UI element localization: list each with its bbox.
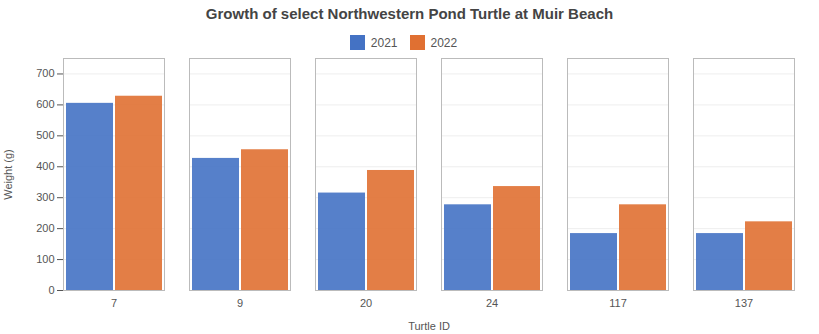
svg-text:137: 137 bbox=[735, 297, 753, 309]
svg-text:24: 24 bbox=[486, 297, 498, 309]
svg-text:700: 700 bbox=[36, 67, 54, 79]
svg-text:200: 200 bbox=[36, 222, 54, 234]
svg-text:600: 600 bbox=[36, 98, 54, 110]
svg-text:400: 400 bbox=[36, 160, 54, 172]
svg-text:9: 9 bbox=[237, 297, 243, 309]
svg-text:500: 500 bbox=[36, 129, 54, 141]
svg-text:100: 100 bbox=[36, 253, 54, 265]
svg-text:0: 0 bbox=[48, 284, 54, 296]
html-text:2021: 2021 bbox=[370, 35, 398, 50]
svg-text:117: 117 bbox=[609, 297, 627, 309]
html-text:Growth of select Northwestern: Growth of select Northwestern Pond Turtl… bbox=[205, 5, 614, 22]
html-text:2022: 2022 bbox=[430, 35, 458, 50]
svg-text:Turtle ID: Turtle ID bbox=[408, 320, 450, 332]
svg-text:20: 20 bbox=[360, 297, 372, 309]
svg-text:7: 7 bbox=[111, 297, 117, 309]
svg-text:300: 300 bbox=[36, 191, 54, 203]
svg-text:Weight (g): Weight (g) bbox=[2, 149, 14, 200]
